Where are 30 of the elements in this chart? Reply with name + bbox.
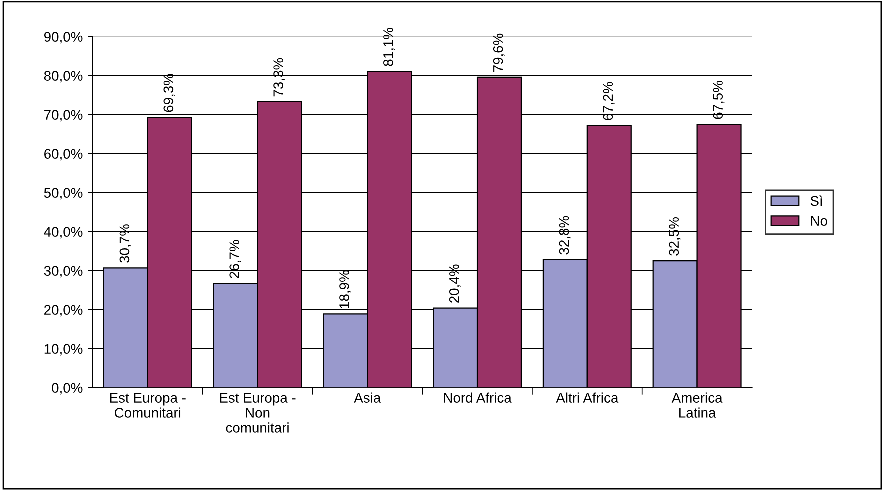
y-tick-label: 90,0% [44, 32, 83, 44]
y-tick-label: 50,0% [44, 188, 83, 200]
y-tick-label: 60,0% [44, 149, 83, 161]
data-label: 30,7% [120, 224, 132, 263]
data-label: 67,5% [713, 81, 725, 120]
data-label: 79,6% [493, 34, 505, 72]
y-tick-label: 10,0% [44, 344, 83, 356]
y-tick-label: 70,0% [44, 110, 83, 122]
y-tick-label: 30,0% [44, 266, 83, 278]
x-tick-label: Nord Africa [444, 392, 512, 403]
x-tick-label: Asia [354, 392, 382, 403]
legend-label: Sì [810, 196, 822, 206]
data-label: 20,4% [449, 264, 461, 303]
data-label: 73,3% [274, 58, 286, 97]
y-tick-label: 0,0% [52, 383, 83, 395]
x-tick-label: America Latina [672, 392, 723, 418]
data-label: 32,8% [559, 216, 571, 255]
data-label: 67,2% [603, 82, 615, 120]
x-tick-label: Altri Africa [556, 392, 619, 403]
legend-label: No [811, 216, 828, 226]
y-tick-label: 80,0% [44, 71, 83, 83]
data-label: 26,7% [230, 240, 242, 278]
data-label: 69,3% [164, 74, 176, 112]
data-label: 32,5% [669, 218, 681, 256]
x-tick-label: Est Europa - Comunitari [110, 393, 186, 418]
y-tick-label: 20,0% [44, 305, 83, 317]
data-label: 18,9% [340, 270, 352, 308]
x-tick-label: Est Europa - Non comunitari [220, 393, 296, 433]
data-label: 81,1% [384, 28, 395, 66]
y-tick-label: 40,0% [44, 227, 83, 239]
